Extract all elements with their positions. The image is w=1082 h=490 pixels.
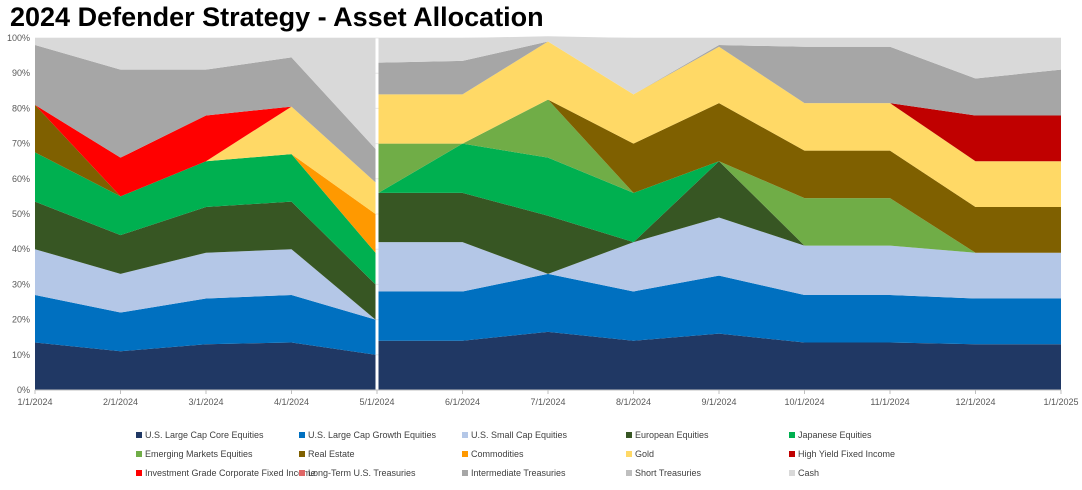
legend-item-intermediate-treasuries: Intermediate Treasuries bbox=[462, 468, 566, 478]
area-u-s-large-cap-core-equities bbox=[35, 342, 376, 390]
legend-label: Intermediate Treasuries bbox=[471, 468, 566, 478]
y-tick-label: 60% bbox=[12, 174, 30, 184]
area-intermediate-treasuries bbox=[378, 41, 1061, 116]
legend-label: Japanese Equities bbox=[798, 430, 872, 440]
x-tick-label: 10/1/2024 bbox=[784, 397, 824, 407]
legend-swatch bbox=[462, 470, 468, 476]
legend-label: U.S. Small Cap Equities bbox=[471, 430, 568, 440]
area-gold bbox=[378, 41, 1061, 207]
legend-label: Real Estate bbox=[308, 449, 355, 459]
x-tick-label: 3/1/2024 bbox=[188, 397, 223, 407]
legend-item-u-s-small-cap-equities: U.S. Small Cap Equities bbox=[462, 430, 568, 440]
area-series bbox=[35, 36, 1061, 390]
x-tick-label: 6/1/2024 bbox=[445, 397, 480, 407]
area-u-s-small-cap-equities bbox=[35, 249, 376, 320]
legend-swatch bbox=[136, 451, 142, 457]
area-european-equities bbox=[378, 161, 1061, 274]
area-u-s-large-cap-core-equities bbox=[378, 331, 1061, 390]
y-tick-label: 20% bbox=[12, 315, 30, 325]
area-real-estate bbox=[378, 99, 1061, 253]
y-axis: 0% 10% 20% 30% 40% 50% 60% 70% 80% 90% 100% bbox=[7, 33, 30, 395]
legend-label: Emerging Markets Equities bbox=[145, 449, 253, 459]
legend-swatch bbox=[299, 432, 305, 438]
x-tick-label: 8/1/2024 bbox=[616, 397, 651, 407]
area-segment-1 bbox=[35, 38, 376, 390]
legend-swatch bbox=[789, 470, 795, 476]
x-tick-label: 9/1/2024 bbox=[701, 397, 736, 407]
legend-label: U.S. Large Cap Growth Equities bbox=[308, 430, 437, 440]
x-tick-label: 12/1/2024 bbox=[955, 397, 995, 407]
legend-swatch bbox=[626, 432, 632, 438]
legend-label: Commodities bbox=[471, 449, 524, 459]
legend-label: European Equities bbox=[635, 430, 709, 440]
y-tick-label: 40% bbox=[12, 244, 30, 254]
legend-swatch bbox=[462, 432, 468, 438]
legend-item-emerging-markets-equities: Emerging Markets Equities bbox=[136, 449, 253, 459]
legend-swatch bbox=[462, 451, 468, 457]
area-intermediate-treasuries bbox=[35, 45, 376, 183]
legend-item-real-estate: Real Estate bbox=[299, 449, 355, 459]
legend-item-commodities: Commodities bbox=[462, 449, 524, 459]
area-cash bbox=[378, 36, 1061, 95]
legend-item-short-treasuries: Short Treasuries bbox=[626, 468, 702, 478]
legend-label: Long-Term U.S. Treasuries bbox=[308, 468, 416, 478]
legend-item-long-term-u-s-treasuries: Long-Term U.S. Treasuries bbox=[299, 468, 416, 478]
legend-label: Short Treasuries bbox=[635, 468, 702, 478]
legend-item-japanese-equities: Japanese Equities bbox=[789, 430, 872, 440]
x-tick-label: 4/1/2024 bbox=[274, 397, 309, 407]
legend-item-cash: Cash bbox=[789, 468, 819, 478]
area-high-yield-fixed-income bbox=[378, 41, 1061, 162]
y-tick-label: 100% bbox=[7, 33, 30, 43]
legend-label: Investment Grade Corporate Fixed Income bbox=[145, 468, 316, 478]
legend-swatch bbox=[626, 451, 632, 457]
legend: U.S. Large Cap Core Equities U.S. Large C… bbox=[136, 430, 895, 478]
legend-swatch bbox=[789, 451, 795, 457]
legend-label: High Yield Fixed Income bbox=[798, 449, 895, 459]
area-japanese-equities bbox=[35, 152, 376, 285]
x-tick-label: 1/1/2025 bbox=[1043, 397, 1078, 407]
legend-swatch bbox=[626, 470, 632, 476]
area-real-estate bbox=[35, 104, 376, 253]
area-u-s-large-cap-growth-equities bbox=[378, 273, 1061, 345]
legend-item-u-s-large-cap-core-equities: U.S. Large Cap Core Equities bbox=[136, 430, 264, 440]
y-tick-label: 30% bbox=[12, 279, 30, 289]
legend-swatch bbox=[789, 432, 795, 438]
legend-label: U.S. Large Cap Core Equities bbox=[145, 430, 264, 440]
area-u-s-small-cap-equities bbox=[378, 217, 1061, 299]
area-segment-2 bbox=[378, 36, 1061, 390]
area-investment-grade-corporate-fixed-income bbox=[35, 104, 376, 197]
y-tick-label: 70% bbox=[12, 139, 30, 149]
x-tick-label: 2/1/2024 bbox=[103, 397, 138, 407]
legend-swatch bbox=[299, 470, 305, 476]
area-cash bbox=[35, 38, 376, 149]
y-tick-label: 80% bbox=[12, 103, 30, 113]
y-tick-label: 0% bbox=[17, 385, 30, 395]
y-tick-label: 90% bbox=[12, 68, 30, 78]
area-emerging-markets-equities bbox=[378, 99, 1061, 253]
x-axis: 1/1/2024 2/1/2024 3/1/2024 4/1/2024 5/1/2024… bbox=[17, 389, 1079, 407]
area-gold bbox=[35, 104, 376, 214]
legend-swatch bbox=[136, 432, 142, 438]
area-u-s-large-cap-growth-equities bbox=[35, 294, 376, 355]
x-tick-label: 7/1/2024 bbox=[530, 397, 565, 407]
y-tick-label: 10% bbox=[12, 350, 30, 360]
legend-swatch bbox=[136, 470, 142, 476]
area-japanese-equities bbox=[378, 143, 1061, 253]
legend-label: Gold bbox=[635, 449, 654, 459]
legend-swatch bbox=[299, 451, 305, 457]
chart-title: 2024 Defender Strategy - Asset Allocatio… bbox=[10, 2, 544, 32]
legend-item-u-s-large-cap-growth-equities: U.S. Large Cap Growth Equities bbox=[299, 430, 437, 440]
legend-item-investment-grade-corporate-fixed-income: Investment Grade Corporate Fixed Income bbox=[136, 468, 316, 478]
area-european-equities bbox=[35, 201, 376, 320]
legend-item-gold: Gold bbox=[626, 449, 654, 459]
x-tick-label: 11/1/2024 bbox=[870, 397, 909, 407]
legend-label: Cash bbox=[798, 468, 819, 478]
y-tick-label: 50% bbox=[12, 209, 30, 219]
legend-item-european-equities: European Equities bbox=[626, 430, 709, 440]
x-tick-label: 5/1/2024 bbox=[359, 397, 394, 407]
x-tick-label: 1/1/2024 bbox=[17, 397, 52, 407]
legend-item-high-yield-fixed-income: High Yield Fixed Income bbox=[789, 449, 895, 459]
